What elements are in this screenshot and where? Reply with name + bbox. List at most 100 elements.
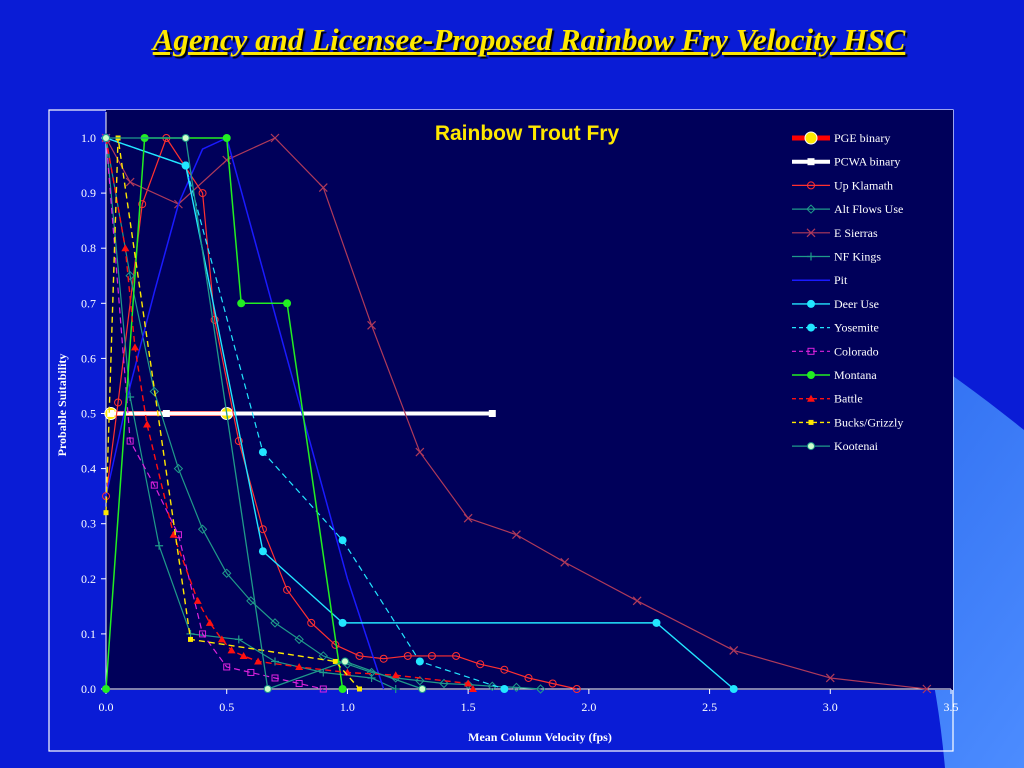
legend-item-kootenai: Kootenai — [792, 439, 879, 453]
y-tick-label: 0.4 — [81, 462, 96, 476]
data-point-battle — [143, 420, 152, 428]
series-line-yosemite — [105, 137, 505, 690]
data-point-e-sierras — [415, 447, 425, 457]
legend-label: E Sierras — [834, 226, 878, 240]
data-point-up-klamath — [427, 651, 436, 660]
data-point-battle — [391, 671, 400, 679]
data-point-deer-use — [338, 618, 347, 627]
data-point-e-sierras — [922, 684, 932, 694]
legend-item-alt-flows-use: Alt Flows Use — [792, 202, 903, 216]
data-point-deer-use — [258, 547, 267, 556]
data-point-up-klamath — [355, 651, 364, 660]
data-point-alt-flows-use — [173, 463, 184, 474]
data-point-alt-flows-use — [535, 684, 546, 694]
legend-item-up-klamath: Up Klamath — [792, 178, 893, 192]
data-point-up-klamath — [258, 525, 267, 534]
series-line-colorado — [105, 137, 324, 690]
data-point-bucks-grizzly — [103, 510, 109, 516]
legend-marker — [807, 181, 815, 190]
legend-item-nf-kings: NF Kings — [792, 250, 881, 264]
legend-label: Montana — [834, 368, 877, 382]
legend-label: Alt Flows Use — [834, 202, 903, 216]
data-point-up-klamath — [283, 585, 292, 594]
legend-marker — [807, 252, 815, 261]
data-point-bucks-grizzly — [357, 686, 362, 692]
x-tick-label: 3.0 — [823, 700, 838, 714]
x-tick-label: 1.5 — [461, 700, 476, 714]
series-pcwa-binary — [107, 410, 496, 417]
data-point-bucks-grizzly — [332, 658, 338, 664]
data-point-colorado — [126, 437, 134, 445]
data-point-colorado — [247, 668, 255, 676]
legend-label: PCWA binary — [834, 155, 900, 169]
data-point-up-klamath — [234, 437, 243, 446]
data-point-yosemite — [258, 448, 267, 457]
legend-marker — [807, 347, 815, 355]
data-point-alt-flows-use — [222, 568, 232, 578]
data-point-battle — [205, 618, 214, 626]
legend-marker — [807, 323, 815, 332]
data-point-e-sierras — [125, 177, 135, 187]
data-point-kootenai — [263, 685, 272, 693]
data-point-up-klamath — [307, 618, 316, 627]
x-tick-label: 2.0 — [581, 700, 596, 714]
data-point-colorado — [271, 674, 279, 682]
legend-item-yosemite: Yosemite — [792, 321, 879, 335]
series-line-up-klamath — [105, 137, 577, 690]
data-point-yosemite — [500, 685, 509, 693]
data-point-montana — [237, 299, 246, 308]
x-tick-label: 0.0 — [99, 700, 114, 714]
legend-item-battle: Battle — [792, 392, 863, 406]
y-tick-label: 0.0 — [81, 682, 96, 696]
y-tick-label: 1.0 — [81, 131, 96, 145]
data-point-colorado — [199, 630, 207, 638]
data-point-e-sierras — [512, 530, 521, 540]
data-point-up-klamath — [198, 189, 207, 198]
data-point-alt-flows-use — [149, 386, 159, 397]
data-point-yosemite — [415, 657, 424, 666]
y-tick-label: 0.2 — [81, 572, 96, 586]
data-point-alt-flows-use — [294, 634, 304, 645]
series-line-battle — [105, 137, 474, 690]
legend-label: Colorado — [834, 344, 879, 358]
data-point-montana — [283, 299, 292, 308]
data-point-nf-kings — [271, 657, 279, 666]
data-point-e-sierras — [825, 673, 835, 683]
legend-marker — [807, 371, 815, 379]
data-point-battle — [227, 646, 236, 654]
y-axis-label: Probable Suitability — [55, 354, 69, 457]
legend-item-colorado: Colorado — [792, 344, 879, 358]
legend-label: Deer Use — [834, 297, 879, 311]
data-point-battle — [254, 657, 263, 665]
series-kootenai — [102, 134, 427, 693]
data-point-kootenai — [102, 134, 110, 142]
data-point-up-klamath — [403, 651, 412, 660]
legend-item-deer-use: Deer Use — [792, 297, 879, 311]
legend-marker — [804, 131, 818, 145]
legend-marker — [808, 419, 814, 425]
legend-item-e-sierras: E Sierras — [792, 226, 878, 240]
legend-item-bucks-grizzly: Bucks/Grizzly — [792, 415, 903, 429]
data-point-e-sierras — [632, 596, 642, 606]
series-pit — [105, 137, 385, 690]
data-point-up-klamath — [379, 654, 388, 663]
data-point-battle — [464, 679, 473, 687]
legend-marker — [806, 228, 816, 238]
data-point-up-klamath — [572, 685, 581, 693]
data-point-yosemite — [338, 536, 347, 545]
data-point-up-klamath — [476, 660, 485, 669]
data-point-battle — [468, 685, 477, 692]
y-tick-label: 0.3 — [81, 517, 96, 531]
data-point-colorado — [223, 663, 231, 671]
legend-item-pcwa-binary: PCWA binary — [792, 155, 900, 169]
x-tick-label: 2.5 — [702, 700, 717, 714]
data-point-battle — [121, 244, 130, 252]
data-point-up-klamath — [138, 200, 147, 209]
data-point-battle — [169, 530, 178, 538]
data-point-nf-kings — [234, 635, 243, 644]
data-point-battle — [239, 651, 248, 659]
legend-label: Yosemite — [834, 321, 879, 335]
data-point-colorado — [150, 481, 158, 489]
data-point-pcwa-binary — [488, 410, 496, 417]
data-point-up-klamath — [548, 679, 557, 688]
